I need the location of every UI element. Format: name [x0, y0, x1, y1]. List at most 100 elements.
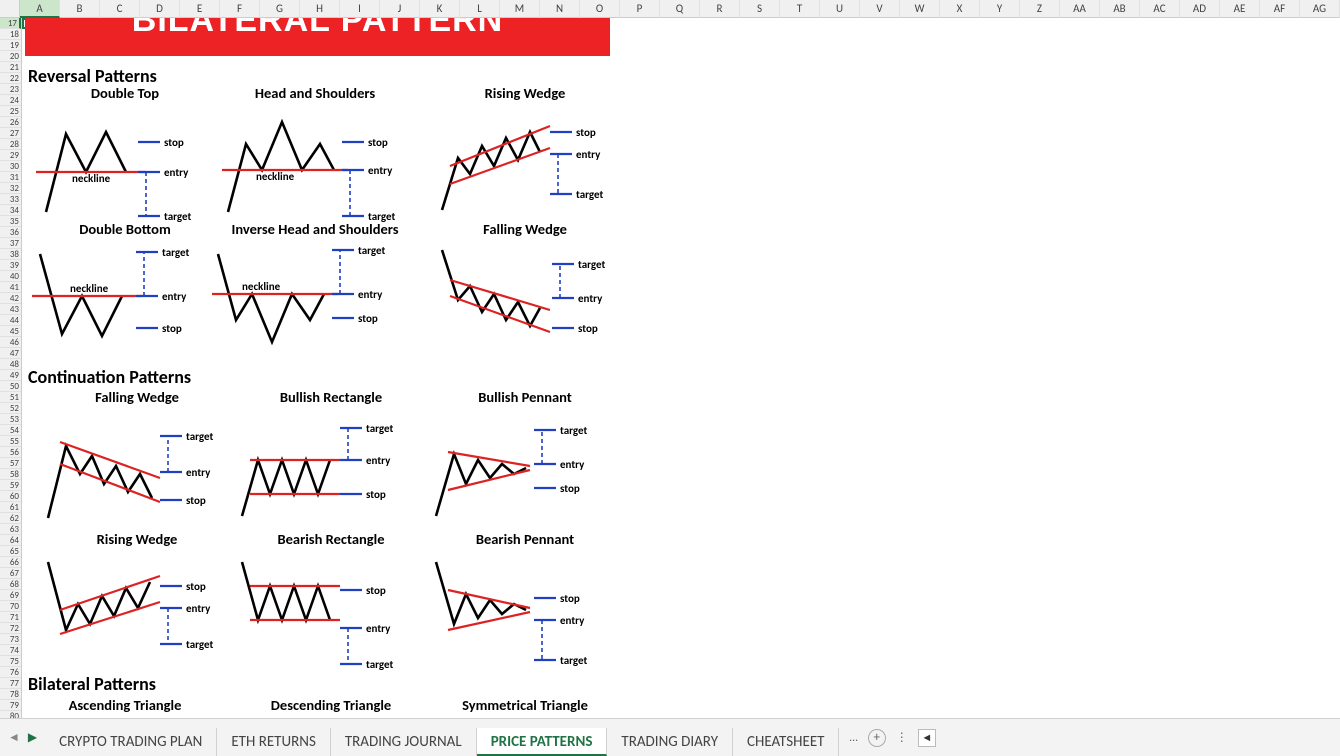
col-head-X[interactable]: X	[940, 0, 980, 18]
row-head-61[interactable]: 61	[0, 502, 21, 513]
row-head-53[interactable]: 53	[0, 414, 21, 425]
col-head-I[interactable]: I	[340, 0, 380, 18]
row-head-28[interactable]: 28	[0, 139, 21, 150]
row-head-38[interactable]: 38	[0, 249, 21, 260]
col-head-U[interactable]: U	[820, 0, 860, 18]
col-head-AB[interactable]: AB	[1100, 0, 1140, 18]
col-head-A[interactable]: A	[20, 0, 60, 18]
row-head-44[interactable]: 44	[0, 315, 21, 326]
row-head-17[interactable]: 17	[0, 18, 21, 29]
row-head-54[interactable]: 54	[0, 425, 21, 436]
row-head-56[interactable]: 56	[0, 447, 21, 458]
row-head-64[interactable]: 64	[0, 535, 21, 546]
col-head-L[interactable]: L	[460, 0, 500, 18]
col-head-AA[interactable]: AA	[1060, 0, 1100, 18]
col-head-AE[interactable]: AE	[1220, 0, 1260, 18]
row-head-25[interactable]: 25	[0, 106, 21, 117]
row-head-22[interactable]: 22	[0, 73, 21, 84]
row-head-75[interactable]: 75	[0, 656, 21, 667]
row-head-55[interactable]: 55	[0, 436, 21, 447]
row-head-77[interactable]: 77	[0, 678, 21, 689]
row-head-18[interactable]: 18	[0, 29, 21, 40]
col-head-AG[interactable]: AG	[1300, 0, 1340, 18]
row-head-29[interactable]: 29	[0, 150, 21, 161]
col-head-O[interactable]: O	[580, 0, 620, 18]
col-head-AF[interactable]: AF	[1260, 0, 1300, 18]
row-head-40[interactable]: 40	[0, 271, 21, 282]
col-head-T[interactable]: T	[780, 0, 820, 18]
row-head-73[interactable]: 73	[0, 634, 21, 645]
tab-trading-diary[interactable]: TRADING DIARY	[607, 728, 733, 756]
col-head-K[interactable]: K	[420, 0, 460, 18]
row-head-60[interactable]: 60	[0, 491, 21, 502]
row-head-33[interactable]: 33	[0, 194, 21, 205]
col-head-C[interactable]: C	[100, 0, 140, 18]
tab-prev-icon[interactable]: ◄	[8, 730, 20, 745]
row-head-47[interactable]: 47	[0, 348, 21, 359]
row-head-46[interactable]: 46	[0, 337, 21, 348]
row-head-65[interactable]: 65	[0, 546, 21, 557]
row-head-27[interactable]: 27	[0, 128, 21, 139]
row-head-72[interactable]: 72	[0, 623, 21, 634]
row-head-58[interactable]: 58	[0, 469, 21, 480]
col-head-Z[interactable]: Z	[1020, 0, 1060, 18]
row-head-76[interactable]: 76	[0, 667, 21, 678]
row-head-21[interactable]: 21	[0, 62, 21, 73]
row-head-20[interactable]: 20	[0, 51, 21, 62]
row-head-37[interactable]: 37	[0, 238, 21, 249]
row-head-79[interactable]: 79	[0, 700, 21, 711]
row-head-59[interactable]: 59	[0, 480, 21, 491]
col-head-AD[interactable]: AD	[1180, 0, 1220, 18]
row-head-19[interactable]: 19	[0, 40, 21, 51]
new-sheet-icon[interactable]: +	[868, 729, 886, 747]
row-head-63[interactable]: 63	[0, 524, 21, 535]
row-head-68[interactable]: 68	[0, 579, 21, 590]
col-head-M[interactable]: M	[500, 0, 540, 18]
row-head-78[interactable]: 78	[0, 689, 21, 700]
row-head-26[interactable]: 26	[0, 117, 21, 128]
row-head-30[interactable]: 30	[0, 161, 21, 172]
row-head-36[interactable]: 36	[0, 227, 21, 238]
select-all-corner[interactable]	[0, 0, 20, 18]
row-head-66[interactable]: 66	[0, 557, 21, 568]
col-head-F[interactable]: F	[220, 0, 260, 18]
row-head-71[interactable]: 71	[0, 612, 21, 623]
row-head-45[interactable]: 45	[0, 326, 21, 337]
col-head-S[interactable]: S	[740, 0, 780, 18]
col-head-Y[interactable]: Y	[980, 0, 1020, 18]
row-head-67[interactable]: 67	[0, 568, 21, 579]
row-head-32[interactable]: 32	[0, 183, 21, 194]
row-head-24[interactable]: 24	[0, 95, 21, 106]
row-head-50[interactable]: 50	[0, 381, 21, 392]
tab-next-icon[interactable]: ▶	[28, 730, 37, 745]
row-head-35[interactable]: 35	[0, 216, 21, 227]
row-head-57[interactable]: 57	[0, 458, 21, 469]
row-head-70[interactable]: 70	[0, 601, 21, 612]
col-head-V[interactable]: V	[860, 0, 900, 18]
col-head-N[interactable]: N	[540, 0, 580, 18]
col-head-P[interactable]: P	[620, 0, 660, 18]
tab-crypto-trading-plan[interactable]: CRYPTO TRADING PLAN	[45, 728, 217, 756]
tab-trading-journal[interactable]: TRADING JOURNAL	[331, 728, 477, 756]
row-head-42[interactable]: 42	[0, 293, 21, 304]
tab-eth-returns[interactable]: ETH RETURNS	[217, 728, 331, 756]
row-head-31[interactable]: 31	[0, 172, 21, 183]
sheet-grid[interactable]: BILATERAL PATTERN Reversal Patterns Doub…	[22, 18, 1340, 718]
col-head-D[interactable]: D	[140, 0, 180, 18]
col-head-AC[interactable]: AC	[1140, 0, 1180, 18]
hscroll-left-icon[interactable]: ◄	[918, 729, 936, 747]
row-head-62[interactable]: 62	[0, 513, 21, 524]
tabs-overflow-icon[interactable]: …	[849, 731, 857, 745]
row-head-52[interactable]: 52	[0, 403, 21, 414]
row-head-49[interactable]: 49	[0, 370, 21, 381]
row-head-34[interactable]: 34	[0, 205, 21, 216]
col-head-G[interactable]: G	[260, 0, 300, 18]
col-head-E[interactable]: E	[180, 0, 220, 18]
row-head-74[interactable]: 74	[0, 645, 21, 656]
row-head-41[interactable]: 41	[0, 282, 21, 293]
col-head-B[interactable]: B	[60, 0, 100, 18]
row-head-23[interactable]: 23	[0, 84, 21, 95]
col-head-H[interactable]: H	[300, 0, 340, 18]
row-head-48[interactable]: 48	[0, 359, 21, 370]
col-head-R[interactable]: R	[700, 0, 740, 18]
